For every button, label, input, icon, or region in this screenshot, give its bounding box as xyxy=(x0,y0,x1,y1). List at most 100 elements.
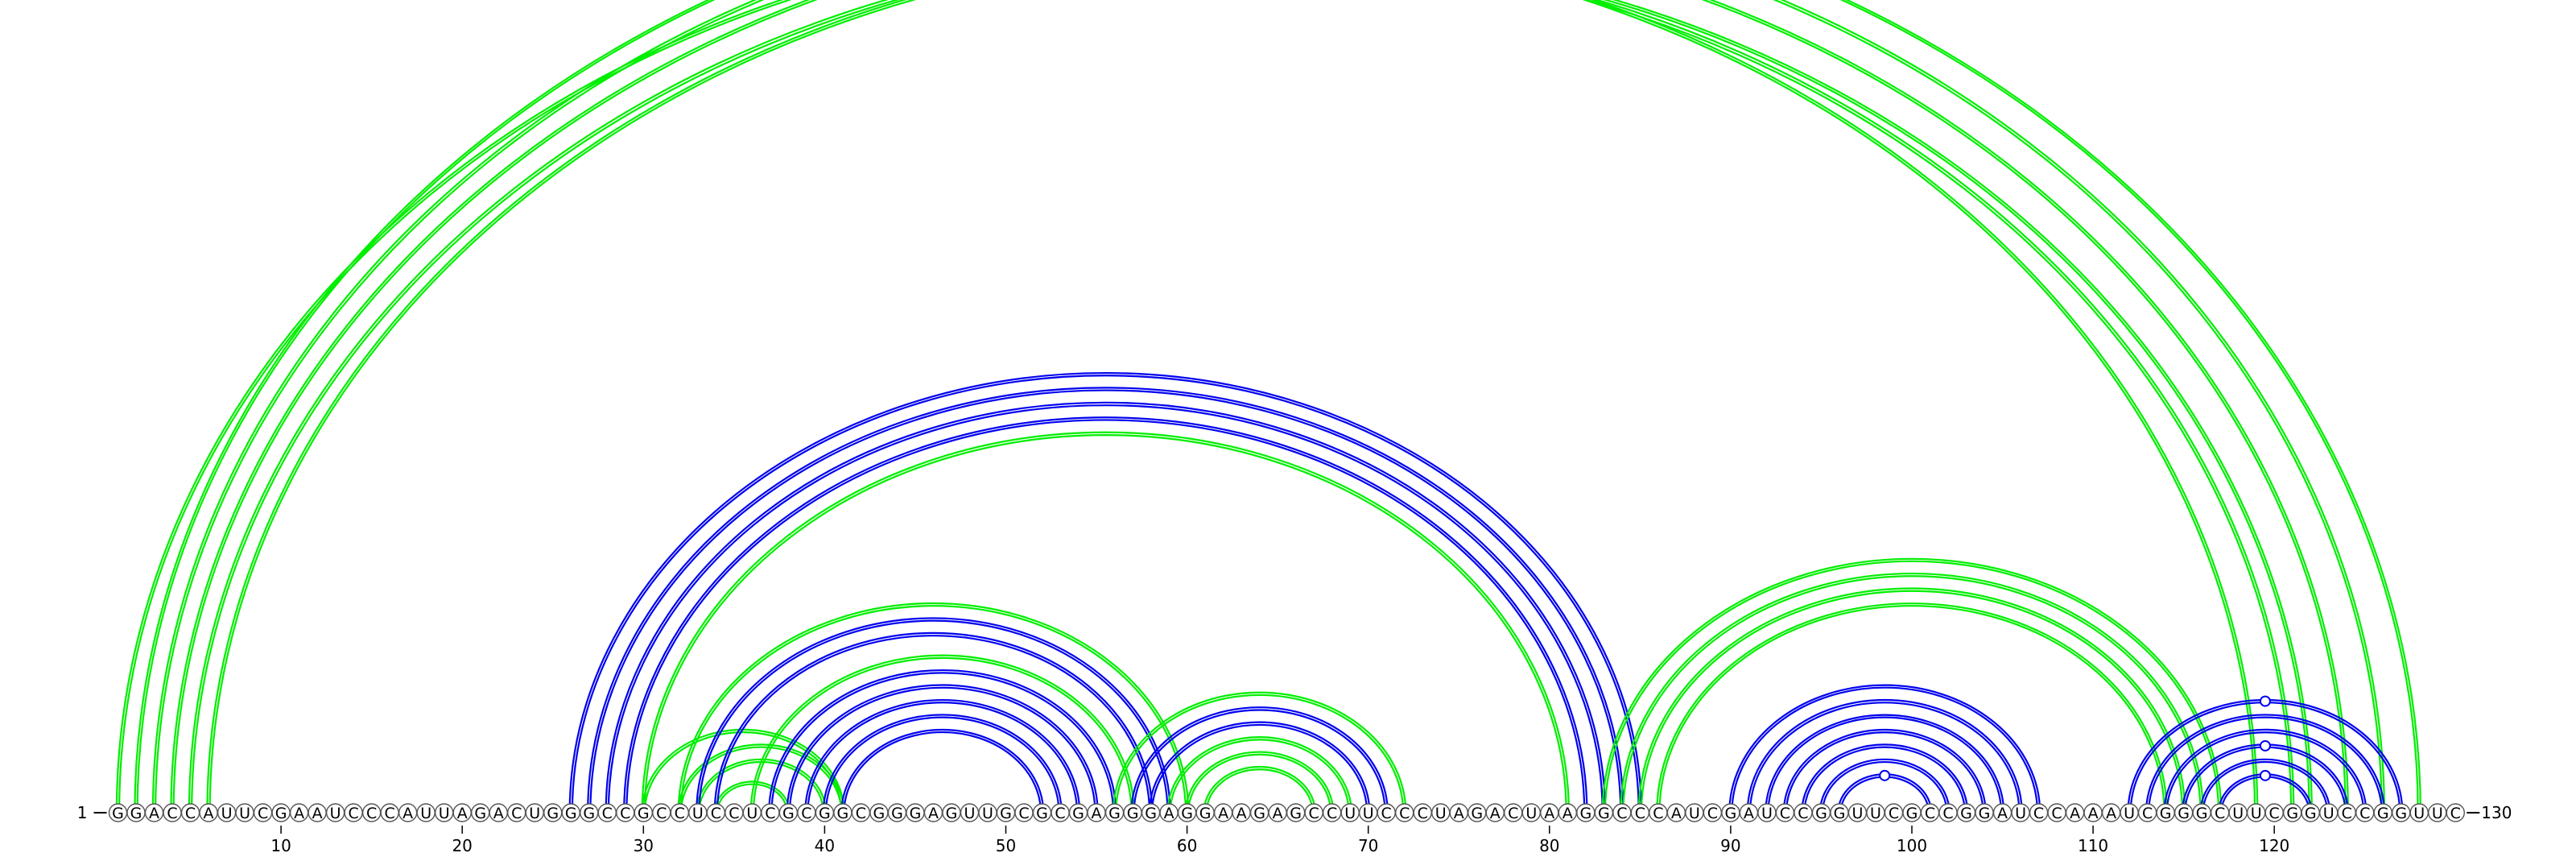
nucleotide-letter: C xyxy=(1309,805,1319,822)
base-pair-arc xyxy=(641,431,1570,814)
nucleotide: C xyxy=(1920,803,1940,822)
nucleotide: G xyxy=(996,803,1016,822)
nucleotide-letter: G xyxy=(1145,805,1157,822)
nucleotide: C xyxy=(2355,803,2375,822)
base-pair-arc xyxy=(1801,743,1969,814)
base-pair-arc xyxy=(2127,695,2404,814)
nucleotide-letter: G xyxy=(2178,805,2190,822)
nucleotide: A xyxy=(289,803,309,822)
nucleotide-letter: G xyxy=(638,805,650,822)
nucleotide-letter: C xyxy=(2142,805,2153,822)
base-pair-arc xyxy=(2217,769,2313,814)
base-pair-arc xyxy=(1601,557,2223,814)
base-pair-arc xyxy=(134,0,2421,814)
nucleotide: U xyxy=(525,803,544,822)
nucleotide: C xyxy=(2210,803,2230,822)
arc-stroke xyxy=(2165,731,2365,814)
nucleotide: C xyxy=(851,803,871,822)
arc-stroke xyxy=(134,0,2421,814)
nucleotide-letter: U xyxy=(982,805,993,822)
arc-stroke xyxy=(1785,731,1984,814)
start-label: 1 xyxy=(77,803,88,822)
nucleotide-letter: A xyxy=(1997,805,2008,822)
nucleotide: G xyxy=(2282,803,2302,822)
base-pair-arc xyxy=(768,669,1117,814)
arc-stroke xyxy=(623,416,1588,814)
arc-stroke xyxy=(2199,758,2331,814)
arc-stroke xyxy=(679,746,843,814)
arc-stroke xyxy=(788,686,1096,814)
arc-stroke xyxy=(1184,751,1335,814)
nucleotide-letter: G xyxy=(2395,805,2407,822)
arc-stroke xyxy=(607,404,1604,814)
base-pair-arc xyxy=(1112,691,1407,814)
nucleotide-letter: U xyxy=(1435,805,1447,822)
nucleotide: C xyxy=(652,803,671,822)
arc-stroke xyxy=(1782,728,1987,814)
arc-stroke xyxy=(1601,557,2223,814)
arc-stroke xyxy=(1818,758,1951,814)
nucleotide-letter: A xyxy=(1490,805,1501,822)
nucleotide-letter: G xyxy=(1181,805,1193,822)
nucleotide: A xyxy=(144,803,164,822)
nucleotide: C xyxy=(361,803,382,822)
arc-stroke xyxy=(1622,575,2202,814)
nucleotide-letter: C xyxy=(1780,805,1790,822)
nucleotide-letter: C xyxy=(2269,805,2280,822)
base-pair-arc xyxy=(568,371,1643,814)
arc-stroke xyxy=(677,602,1190,814)
nucleotide: C xyxy=(1775,803,1795,822)
nucleotide-letter: U xyxy=(1344,805,1356,822)
nucleotide-letter: C xyxy=(1798,805,1808,822)
nucleotide: G xyxy=(1956,803,1976,822)
nucleotide-letter: G xyxy=(1000,805,1012,822)
nucleotide-letter: U xyxy=(239,805,250,822)
nucleotide: G xyxy=(271,803,291,822)
nucleotide-letter: A xyxy=(149,805,159,822)
nucleotide-letter: G xyxy=(112,805,124,822)
nucleotide-letter: C xyxy=(1635,805,1645,822)
nucleotide-letter: C xyxy=(2033,805,2044,822)
nucleotide-letter: G xyxy=(2160,805,2172,822)
nucleotide-letter: C xyxy=(2450,805,2461,822)
nucleotide: C xyxy=(180,803,200,822)
arc-stroke xyxy=(713,631,1154,814)
nucleotide-letter: U xyxy=(746,805,758,822)
nucleotide-letter: G xyxy=(2196,805,2208,822)
base-pair-arc xyxy=(1765,714,2005,814)
nucleotide: A xyxy=(923,803,943,822)
arc-stroke xyxy=(840,728,1045,814)
nucleotide-letter: C xyxy=(348,805,358,822)
nucleotide-letter: U xyxy=(1852,805,1863,822)
nucleotide: G xyxy=(2392,803,2411,822)
nucleotide-letter: C xyxy=(1381,805,1392,822)
nucleotide-letter: C xyxy=(765,805,775,822)
nucleotide: A xyxy=(1159,803,1179,822)
nucleotide: G xyxy=(1975,803,1994,822)
base-pair-arc xyxy=(153,0,2384,813)
nucleotide: G xyxy=(1195,803,1215,822)
base-pair-arc xyxy=(1656,602,2168,814)
base-pair-arc xyxy=(1184,751,1335,814)
nucleotide: G xyxy=(833,803,852,822)
nucleotide: C xyxy=(2446,803,2465,822)
nucleotide: U xyxy=(235,803,254,822)
nucleotide: U xyxy=(325,803,345,822)
nucleotide-letter: U xyxy=(330,805,341,822)
nucleotide-letter: A xyxy=(2106,805,2116,822)
arc-stroke xyxy=(807,702,1079,814)
nucleotide: C xyxy=(2029,803,2049,822)
nucleotide-letter: G xyxy=(547,805,559,822)
nucleotide: G xyxy=(906,803,925,822)
nucleotide-letter: C xyxy=(711,805,721,822)
baseline-layer: 1 130 xyxy=(77,803,2512,822)
nucleotide: C xyxy=(1413,803,1432,822)
base-pair-arc xyxy=(696,617,1171,814)
arc-stroke xyxy=(822,714,1063,814)
arc-stroke xyxy=(1767,716,2003,814)
nucleotide: A xyxy=(2101,803,2121,822)
nucleotide: G xyxy=(543,803,563,822)
arc-stroke xyxy=(589,389,1622,814)
arc-stroke xyxy=(1151,723,1368,814)
